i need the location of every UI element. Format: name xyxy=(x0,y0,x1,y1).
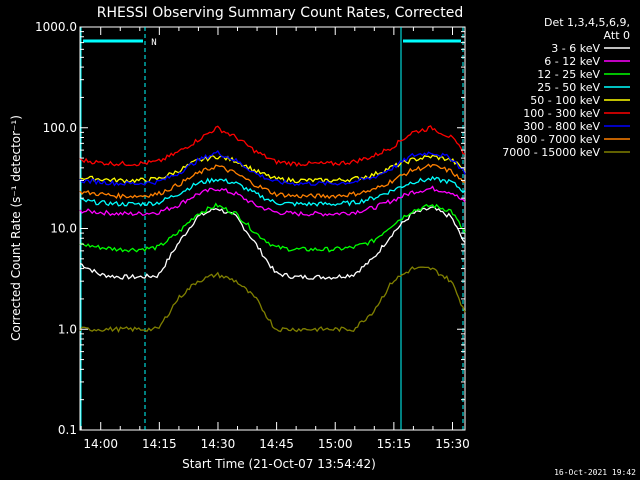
footer-timestamp: 16-Oct-2021 19:42 xyxy=(554,468,636,477)
legend-label-5: 100 - 300 keV xyxy=(523,107,600,120)
x-tick-label: 14:00 xyxy=(83,437,118,451)
legend-label-0: 3 - 6 keV xyxy=(551,42,600,55)
y-axis-label: Corrected Count Rate (s⁻¹ detector⁻¹) xyxy=(9,115,23,341)
legend-label-4: 50 - 100 keV xyxy=(530,94,600,107)
x-tick-label: 14:30 xyxy=(201,437,236,451)
legend-label-6: 300 - 800 keV xyxy=(523,120,600,133)
x-axis-label: Start Time (21-Oct-07 13:54:42) xyxy=(182,457,376,471)
legend-header-line-2: Att 0 xyxy=(604,29,630,42)
series-line-1 xyxy=(79,185,466,217)
series-line-7 xyxy=(79,163,466,200)
legend-label-7: 800 - 7000 keV xyxy=(516,133,600,146)
x-tick-label: 15:30 xyxy=(435,437,470,451)
y-tick-label: 10.0 xyxy=(50,222,77,236)
legend-header-line-1: Det 1,3,4,5,6,9, xyxy=(544,16,630,29)
x-tick-label: 14:15 xyxy=(142,437,177,451)
y-tick-label: 100.0 xyxy=(43,121,77,135)
series-layer xyxy=(79,125,466,334)
x-tick-label: 14:45 xyxy=(259,437,294,451)
y-tick-label: 0.1 xyxy=(58,423,77,437)
series-line-6 xyxy=(79,149,466,187)
x-tick-label: 15:15 xyxy=(377,437,412,451)
series-line-3 xyxy=(79,175,466,207)
legend-label-8: 7000 - 15000 keV xyxy=(502,146,600,159)
legend-label-2: 12 - 25 keV xyxy=(537,68,600,81)
y-tick-label: 1.0 xyxy=(58,322,77,336)
axes: 0.1 1.0 10.0 100.0 1000.0 14:00 14:15 14:30 14:4… xyxy=(35,20,470,451)
series-line-5 xyxy=(79,125,466,167)
legend-label-1: 6 - 12 keV xyxy=(544,55,600,68)
y-tick-label: 1000.0 xyxy=(35,20,77,34)
series-line-4 xyxy=(79,154,466,184)
series-line-8 xyxy=(79,266,466,334)
saa-annotation: N xyxy=(151,38,156,48)
x-tick-label: 15:00 xyxy=(318,437,353,451)
series-line-0 xyxy=(79,206,466,280)
legend-label-3: 25 - 50 keV xyxy=(537,81,600,94)
chart-title: RHESSI Observing Summary Count Rates, Co… xyxy=(97,5,463,21)
series-line-2 xyxy=(79,202,466,253)
